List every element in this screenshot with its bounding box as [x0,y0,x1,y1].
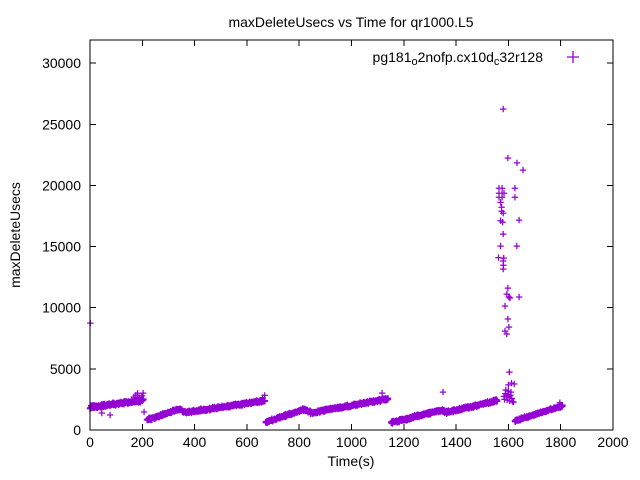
y-axis-label: maxDeleteUsecs [7,182,23,288]
axis-tick-labels: 0 200 400 600 800 1000 1200 1400 1600 1800 2000050… [42,55,629,450]
y-tick-label: 30000 [42,55,81,71]
x-tick-label: 400 [183,434,207,450]
x-tick-label: 1200 [388,434,419,450]
x-tick-label: 0 [86,434,94,450]
x-axis-label: Time(s) [328,453,375,469]
y-tick-label: 10000 [42,300,81,316]
legend: pg181o2nofp.cx10dc32r128 [373,49,579,68]
x-tick-label: 800 [288,434,312,450]
x-tick-label: 600 [235,434,259,450]
chart-title: maxDeleteUsecs vs Time for qr1000.L5 [228,14,473,30]
y-tick-label: 25000 [42,116,81,132]
x-tick-label: 2000 [597,434,628,450]
plot-border [89,39,614,431]
x-tick-label: 200 [131,434,155,450]
x-tick-label: 1400 [441,434,472,450]
scatter-points [86,105,566,427]
legend-series-label: pg181o2nofp.cx10dc32r128 [373,49,544,68]
y-tick-label: 15000 [42,239,81,255]
scatter-series-path [86,105,566,427]
x-tick-label: 1800 [545,434,576,450]
axis-ticks [89,40,614,431]
x-tick-label: 1600 [493,434,524,450]
y-tick-label: 20000 [42,177,81,193]
legend-plus-marker [567,51,579,63]
x-tick-label: 1000 [336,434,367,450]
y-tick-label: 5000 [50,361,81,377]
y-tick-label: 0 [73,422,81,438]
